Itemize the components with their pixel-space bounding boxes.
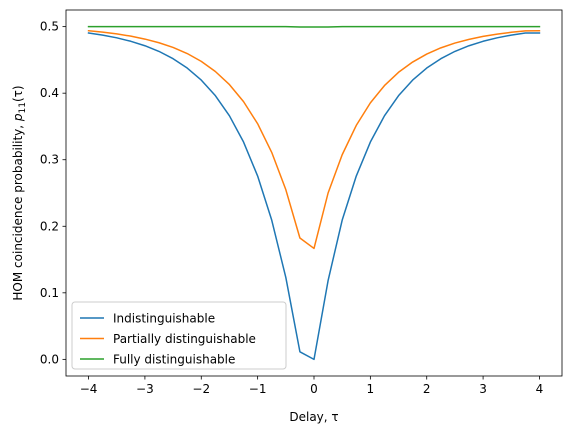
x-tick-label: −3 <box>136 382 154 396</box>
x-tick-label: 2 <box>423 382 431 396</box>
legend-box <box>71 301 287 370</box>
x-tick-label: 1 <box>367 382 375 396</box>
y-axis-label-main: HOM coincidence probability, <box>11 121 25 301</box>
y-axis-label-sub: 11 <box>18 102 28 113</box>
x-axis-label: Delay, τ <box>289 410 338 424</box>
series-layer <box>87 25 541 361</box>
legend-label-1: Partially distinguishable <box>113 332 256 346</box>
y-tick-label: 0.5 <box>40 20 59 34</box>
x-tick-label: −2 <box>192 382 210 396</box>
series-line-1 <box>87 29 541 250</box>
y-tick-label: 0.2 <box>40 219 59 233</box>
y-tick-label: 0.4 <box>40 86 59 100</box>
x-tick-label: −1 <box>249 382 267 396</box>
y-axis-label-arg: (τ) <box>11 85 25 102</box>
y-tick-label: 0.1 <box>40 286 59 300</box>
y-tick-label: 0.3 <box>40 153 59 167</box>
y-axis-label-p: p <box>11 113 25 122</box>
x-tick-label: 4 <box>536 382 544 396</box>
x-tick-label: −4 <box>80 382 98 396</box>
x-tick-label: 3 <box>479 382 487 396</box>
legend-label-0: Indistinguishable <box>113 312 215 326</box>
x-tick-label: 0 <box>310 382 318 396</box>
y-axis-label: HOM coincidence probability, p11(τ) <box>11 85 28 300</box>
series-line-0 <box>87 32 541 361</box>
y-tick-label: 0.0 <box>40 352 59 366</box>
x-axis: −4 −3 −2 −1 0 1 2 3 4 <box>80 376 544 396</box>
legend-items: Indistinguishable Partially distinguishab… <box>80 312 256 367</box>
legend: Indistinguishable Partially distinguishab… <box>71 301 287 370</box>
legend-label-2: Fully distinguishable <box>113 353 235 367</box>
y-axis: 0.0 0.1 0.2 0.3 0.4 0.5 <box>40 20 66 366</box>
